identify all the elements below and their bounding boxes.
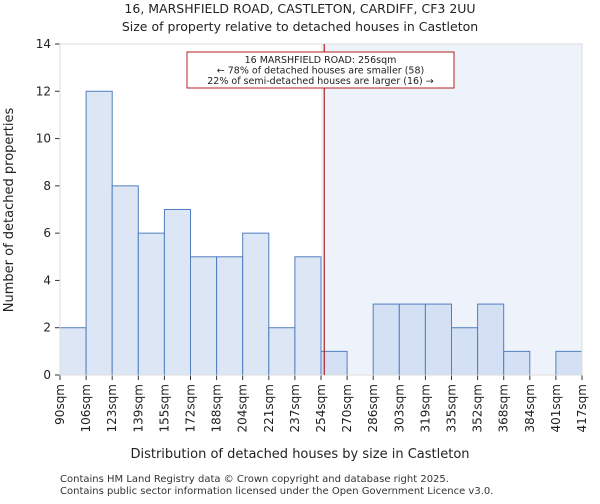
x-tick-label: 286sqm: [366, 384, 380, 432]
bar: [85, 90, 113, 376]
x-tick-label: 335sqm: [445, 384, 459, 432]
annotation-line-3: 22% of semi-detached houses are larger (…: [207, 76, 434, 87]
y-tick-label: 10: [36, 132, 51, 146]
x-tick-label: 204sqm: [236, 384, 250, 432]
y-tick-label: 6: [43, 226, 51, 240]
annotation-line-1: 16 MARSHFIELD ROAD: 256sqm: [245, 55, 397, 66]
x-tick-label: 254sqm: [314, 384, 328, 432]
bar: [320, 350, 348, 376]
x-tick-label: 106sqm: [79, 384, 93, 432]
bar: [216, 256, 244, 376]
bar: [398, 303, 426, 376]
x-tick-label: 221sqm: [262, 384, 276, 432]
bar: [503, 350, 531, 376]
x-tick-label: 368sqm: [497, 384, 511, 432]
bar: [477, 303, 505, 376]
bar: [137, 232, 165, 376]
y-tick-label: 12: [36, 84, 51, 98]
annotation-line-2: ← 78% of detached houses are smaller (58…: [217, 66, 424, 77]
x-tick-label: 155sqm: [157, 384, 171, 432]
x-axis-label: Distribution of detached houses by size …: [130, 447, 469, 462]
plot-area: 0 2 4 6 8 10 12 14 90sqm 106sqm 123sqm 139sqm 155sqm…: [36, 37, 589, 432]
bar: [190, 256, 218, 376]
x-tick-label: 90sqm: [53, 384, 67, 425]
bar: [268, 327, 296, 376]
footer-line-2: Contains public sector information licen…: [60, 486, 493, 497]
plot-frame: [59, 43, 583, 376]
bar: [294, 256, 322, 376]
bar: [242, 232, 270, 376]
footer-line-1: Contains HM Land Registry data © Crown c…: [60, 474, 449, 485]
x-tick-label: 188sqm: [210, 384, 224, 432]
x-tick-label: 384sqm: [523, 384, 537, 432]
y-axis-label: Number of detached properties: [2, 108, 17, 313]
annotation-box: [186, 51, 455, 89]
bar: [372, 303, 400, 376]
y-tick-label: 4: [43, 273, 51, 287]
x-tick-label: 237sqm: [288, 384, 302, 432]
bar: [163, 209, 191, 376]
y-tick-label: 8: [43, 179, 51, 193]
bar: [555, 350, 583, 376]
x-tick-label: 417sqm: [575, 384, 589, 432]
x-tick-label: 319sqm: [418, 384, 432, 432]
x-tick-label: 123sqm: [105, 384, 119, 432]
bar: [111, 185, 139, 376]
x-tick-label: 352sqm: [471, 384, 485, 432]
x-tick-label: 303sqm: [392, 384, 406, 432]
x-tick-label: 270sqm: [340, 384, 354, 432]
bar: [424, 303, 452, 376]
x-tick-label: 139sqm: [131, 384, 145, 432]
y-tick-label: 0: [43, 368, 51, 382]
bar: [59, 327, 87, 376]
y-tick-label: 14: [36, 37, 51, 51]
bar: [451, 327, 479, 376]
x-tick-label: 172sqm: [184, 384, 198, 432]
y-tick-label: 2: [43, 321, 51, 335]
chart-subtitle: Size of property relative to detached ho…: [122, 19, 478, 34]
x-tick-label: 401sqm: [549, 384, 563, 432]
chart-title: 16, MARSHFIELD ROAD, CASTLETON, CARDIFF,…: [124, 1, 475, 16]
